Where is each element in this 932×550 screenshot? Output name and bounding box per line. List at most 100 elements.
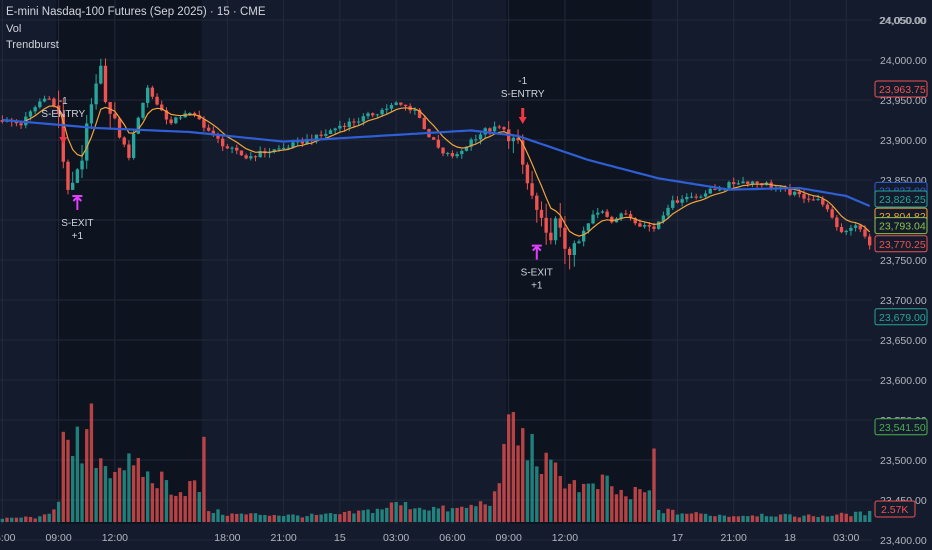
- volume-bar: [736, 516, 741, 522]
- volume-bar: [230, 513, 234, 522]
- candle-body: [858, 225, 862, 230]
- x-tick-label: 03:00: [383, 532, 409, 544]
- volume-bar: [47, 513, 51, 522]
- candle-body: [605, 211, 609, 217]
- volume-bar: [66, 439, 70, 522]
- candle-body: [469, 139, 473, 147]
- candle-body: [281, 147, 286, 149]
- volume-bar: [403, 502, 408, 522]
- candle-body: [497, 126, 501, 128]
- price-label: 23,770.25: [879, 239, 926, 251]
- candle-body: [830, 209, 834, 218]
- volume-bar: [80, 463, 84, 522]
- candle-body: [511, 137, 516, 142]
- volume-bar: [427, 510, 431, 522]
- candle-body: [319, 134, 323, 136]
- volume-bar: [619, 489, 623, 522]
- volume-bar: [5, 517, 9, 522]
- candle-body: [563, 227, 567, 249]
- volume-bar: [685, 513, 689, 522]
- volume-bar: [164, 480, 169, 522]
- candle-body: [244, 155, 248, 159]
- volume-bar: [319, 514, 323, 522]
- volume-bar: [605, 475, 609, 522]
- volume-bar: [661, 513, 666, 522]
- candle-body: [628, 214, 633, 219]
- candle-body: [657, 221, 661, 229]
- volume-bar: [347, 510, 351, 522]
- candle-body: [713, 188, 717, 190]
- volume-bar: [460, 506, 464, 522]
- candle-body: [422, 117, 426, 130]
- candle-body: [558, 218, 562, 228]
- volume-bar: [225, 515, 230, 522]
- volume-bar: [244, 514, 248, 522]
- volume-bar: [272, 514, 276, 522]
- volume-bar: [502, 443, 506, 522]
- x-tick-label: 06:00: [439, 532, 465, 544]
- volume-bar: [221, 514, 225, 522]
- volume-bar: [699, 513, 703, 522]
- volume-bar: [24, 516, 28, 522]
- candle-body: [272, 149, 276, 152]
- y-tick-label: 23,900.00: [880, 135, 927, 147]
- volume-bar: [375, 508, 380, 522]
- candle-body: [647, 225, 651, 227]
- candle-body: [417, 109, 422, 118]
- candle-body: [216, 134, 220, 139]
- volume-bar: [417, 507, 422, 522]
- x-tick-label: 18:00: [214, 532, 240, 544]
- entry-arrow-icon: [518, 108, 527, 124]
- volume-bar: [422, 509, 426, 522]
- candle-body: [230, 147, 234, 149]
- volume-bar: [746, 516, 750, 522]
- candle-body: [811, 199, 816, 201]
- candle-body: [849, 227, 853, 231]
- volume-bar: [694, 512, 698, 522]
- candle-body: [624, 213, 628, 215]
- candle-body: [844, 230, 848, 233]
- volume-bar: [141, 476, 145, 522]
- volume-bar: [281, 515, 286, 522]
- volume-bar: [389, 502, 394, 522]
- volume-bar: [797, 517, 802, 522]
- volume-bar: [122, 470, 126, 522]
- volume-bar: [305, 516, 309, 522]
- candle-body: [314, 134, 319, 142]
- volume-bar: [563, 488, 567, 522]
- candle-body: [591, 214, 595, 224]
- candle-body: [324, 133, 328, 136]
- candle-body: [567, 248, 572, 255]
- candle-body: [136, 117, 140, 134]
- candle-body: [642, 225, 647, 227]
- price-label: 23,679.00: [879, 312, 926, 324]
- candle-body: [596, 212, 600, 215]
- volume-bar: [328, 513, 333, 522]
- volume-bar: [652, 448, 656, 522]
- exit-label: S-EXIT: [521, 268, 553, 279]
- volume-bar: [774, 516, 778, 522]
- candle-body: [160, 104, 164, 111]
- candle-body: [197, 115, 201, 120]
- volume-bar: [816, 516, 820, 522]
- volume-bar: [310, 513, 314, 522]
- volume-bar: [131, 465, 136, 522]
- volume-bar: [567, 483, 572, 522]
- volume-bar: [188, 481, 192, 522]
- ema-fast-line: [2, 105, 871, 237]
- x-tick-label: 21:00: [721, 532, 747, 544]
- volume-bar: [28, 516, 33, 522]
- exit-label: S-EXIT: [61, 218, 93, 229]
- session-shade: [506, 0, 652, 524]
- volume-bar: [258, 514, 262, 522]
- volume-bar: [703, 513, 708, 522]
- candle-body: [239, 150, 244, 156]
- candle-body: [535, 195, 539, 210]
- volume-bar: [516, 445, 520, 522]
- volume-bar: [202, 436, 206, 522]
- price-label: 23,826.25: [879, 194, 926, 206]
- entry-label: -1: [59, 96, 68, 107]
- candle-body: [249, 156, 253, 159]
- price-label: 23,793.04: [879, 221, 926, 233]
